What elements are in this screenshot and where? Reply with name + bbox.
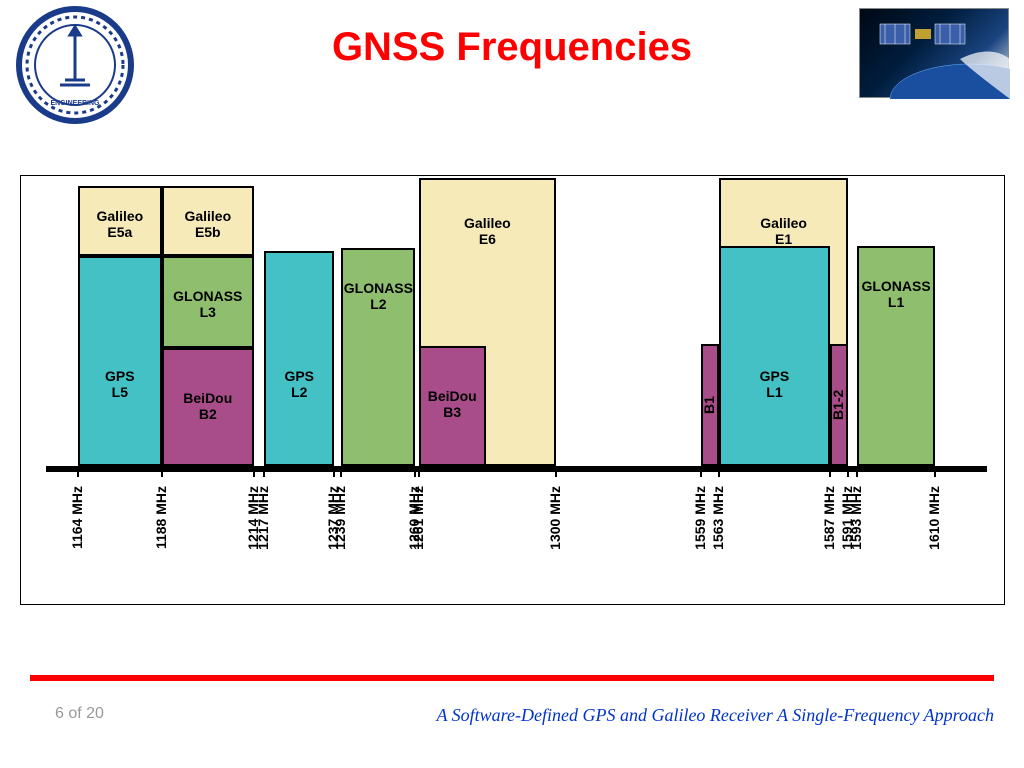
tick: [253, 469, 255, 477]
tick-label: 1593 MHz: [848, 486, 864, 550]
band-galileo-e5a: GalileoE5a: [78, 186, 162, 256]
band-beidou-b3: BeiDouB3: [419, 346, 486, 466]
tick: [333, 469, 335, 477]
tick-label: 1164 MHz: [69, 486, 85, 549]
tick-label: 1587 MHz: [821, 486, 837, 550]
band-glonass-l2: GLONASSL2: [341, 248, 415, 466]
tick-label: 1610 MHz: [926, 486, 942, 550]
tick-label: 1239 MHz: [332, 486, 348, 550]
tick: [414, 469, 416, 477]
tick-label: 1300 MHz: [547, 486, 563, 550]
tick: [418, 469, 420, 477]
tick: [718, 469, 720, 477]
band-b1-2: B1-2: [830, 344, 848, 466]
tick: [700, 469, 702, 477]
tick: [847, 469, 849, 477]
band-glonass-l1: GLONASSL1: [857, 246, 935, 466]
tick: [161, 469, 163, 477]
tick: [263, 469, 265, 477]
x-axis: [46, 466, 987, 472]
tick-label: 1559 MHz: [692, 486, 708, 550]
tick: [555, 469, 557, 477]
frequency-chart: GalileoE5aGalileoE5bGPSL5GLONASSL3BeiDou…: [20, 175, 1005, 605]
tick: [829, 469, 831, 477]
tick: [77, 469, 79, 477]
red-divider: [30, 675, 994, 681]
band-gps-l5: GPSL5: [78, 256, 162, 466]
band-gps-l1: GPSL1: [719, 246, 829, 466]
tick-label: 1217 MHz: [255, 486, 271, 550]
tick: [340, 469, 342, 477]
band-beidou-b2: BeiDouB2: [162, 348, 253, 466]
band-glonass-l3: GLONASSL3: [162, 256, 253, 348]
tick-label: 1188 MHz: [153, 486, 169, 549]
satellite-image: [859, 8, 1009, 98]
svg-text:ENGINEERING: ENGINEERING: [50, 100, 100, 107]
tick-label: 1563 MHz: [710, 486, 726, 550]
tick: [856, 469, 858, 477]
tick: [934, 469, 936, 477]
band-galileo-e5b: GalileoE5b: [162, 186, 253, 256]
band-gps-l2: GPSL2: [264, 251, 334, 466]
tick-label: 1261 MHz: [410, 486, 426, 550]
footer-subtitle: A Software-Defined GPS and Galileo Recei…: [0, 705, 994, 726]
band-b1: B1: [701, 344, 719, 466]
